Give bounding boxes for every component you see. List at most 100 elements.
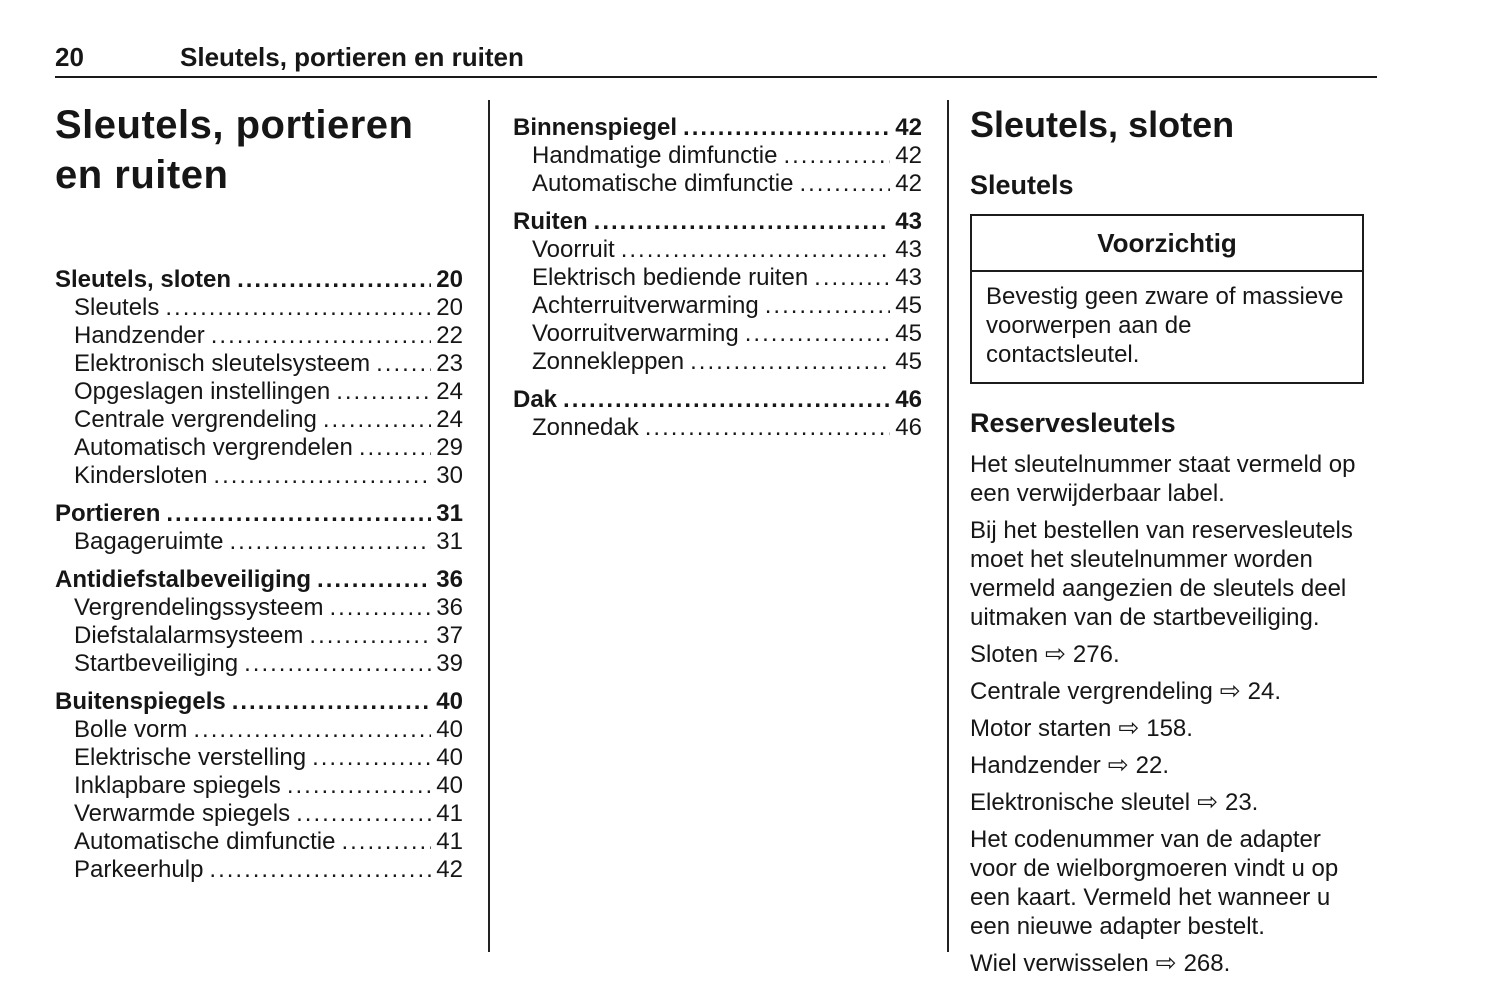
page-reference-page: 22 xyxy=(1135,752,1163,779)
toc-entry-page: 43 xyxy=(895,264,922,291)
toc-entry-page: 24 xyxy=(436,378,463,405)
toc-entry: Zonnekleppen 45 xyxy=(513,348,922,376)
toc-entry: Sleutels, sloten 20 xyxy=(55,266,463,294)
toc-dot-leader xyxy=(814,264,890,292)
toc-entry-page: 36 xyxy=(436,594,463,621)
toc-entry-page: 39 xyxy=(436,650,463,677)
toc-entry-label: Parkeerhulp xyxy=(74,856,204,883)
toc-dot-leader xyxy=(211,322,432,350)
toc-dot-leader xyxy=(745,320,891,348)
toc-entry-page: 45 xyxy=(895,320,922,347)
toc-entry: Startbeveiliging 39 xyxy=(55,650,463,678)
toc-entry: Bolle vorm 40 xyxy=(55,716,463,744)
toc-entry-label: Startbeveiliging xyxy=(74,650,239,677)
toc-entry: Sleutels 20 xyxy=(55,294,463,322)
toc-entry: Inklapbare spiegels 40 xyxy=(55,772,463,800)
toc-entry: Binnenspiegel 42 xyxy=(513,114,922,142)
page-reference-label: Centrale vergrendeling xyxy=(970,678,1213,705)
page-reference: Sloten ⇨ 276. xyxy=(970,640,1120,668)
toc-entry-page: 42 xyxy=(895,142,922,169)
toc-entry-page: 42 xyxy=(436,856,463,883)
toc-entry-label: Portieren xyxy=(55,500,161,527)
page-reference: Motor starten ⇨ 158. xyxy=(970,714,1193,742)
toc-column-middle: Binnenspiegel42Handmatige dimfunctie42Au… xyxy=(513,114,922,442)
toc-entry: Kindersloten 30 xyxy=(55,462,463,490)
page-reference-page: 158 xyxy=(1146,715,1187,742)
toc-entry-page: 29 xyxy=(436,434,463,461)
toc-dot-leader xyxy=(329,594,431,622)
toc-entry: Buitenspiegels 40 xyxy=(55,688,463,716)
page-reference-page: 24 xyxy=(1247,678,1275,705)
page-reference-label: Elektronische sleutel xyxy=(970,789,1191,816)
toc-entry: Diefstalalarmsysteem 37 xyxy=(55,622,463,650)
page-reference: Centrale vergrendeling ⇨ 24. xyxy=(970,677,1282,705)
toc-entry-page: 36 xyxy=(436,566,463,593)
toc-entry-label: Zonnedak xyxy=(532,414,639,441)
column-divider xyxy=(947,100,949,952)
toc-entry: Ruiten 43 xyxy=(513,208,922,236)
page-reference: Wiel verwisselen ⇨ 268. xyxy=(970,949,1231,977)
toc-entry: Antidiefstalbeveiliging 36 xyxy=(55,566,463,594)
section-heading: Sleutels, sloten xyxy=(970,104,1235,145)
toc-entry-page: 45 xyxy=(895,292,922,319)
page-ref-arrow-icon: ⇨ xyxy=(1148,949,1184,977)
toc-dot-leader xyxy=(237,266,431,294)
toc-entry-label: Elektrisch bediende ruiten xyxy=(532,264,809,291)
toc-entry-label: Automatisch vergrendelen xyxy=(74,434,353,461)
toc-entry-page: 40 xyxy=(436,744,463,771)
toc-entry-page: 42 xyxy=(895,170,922,197)
toc-entry-page: 41 xyxy=(436,828,463,855)
toc-entry-label: Antidiefstalbeveiliging xyxy=(55,566,312,593)
toc-entry-page: 46 xyxy=(895,414,922,441)
toc-entry-page: 45 xyxy=(895,348,922,375)
toc-entry-page: 37 xyxy=(436,622,463,649)
toc-entry-page: 31 xyxy=(436,500,463,527)
page-reference-label: Handzender xyxy=(970,752,1101,779)
toc-entry-page: 23 xyxy=(436,350,463,377)
page-ref-arrow-icon: ⇨ xyxy=(1100,751,1136,779)
toc-entry-page: 20 xyxy=(436,266,463,293)
page-reference-page: 268 xyxy=(1183,950,1224,977)
toc-entry: Opgeslagen instellingen 24 xyxy=(55,378,463,406)
toc-dot-leader xyxy=(244,650,431,678)
section-content: Sleutels, sloten Sleutels Voorzichtig Be… xyxy=(970,104,1364,986)
toc-dot-leader xyxy=(229,528,431,556)
toc-entry-label: Sleutels xyxy=(74,294,160,321)
section-subheading: Sleutels xyxy=(970,170,1074,200)
toc-entry: Automatisch vergrendelen 29 xyxy=(55,434,463,462)
toc-dot-leader xyxy=(765,292,891,320)
toc-entry: Bagageruimte 31 xyxy=(55,528,463,556)
toc-entry-label: Voorruitverwarming xyxy=(532,320,739,347)
toc-dot-leader xyxy=(213,462,431,490)
toc-entry-label: Handzender xyxy=(74,322,205,349)
toc-entry-label: Automatische dimfunctie xyxy=(532,170,794,197)
toc-entry: Handmatige dimfunctie 42 xyxy=(513,142,922,170)
toc-dot-leader xyxy=(296,800,431,828)
section-body: Het sleutelnummer staat vermeld op een v… xyxy=(970,450,1364,978)
toc-entry: Zonnedak 46 xyxy=(513,414,922,442)
paragraph: Het sleutelnummer staat vermeld op een v… xyxy=(970,451,1356,507)
toc-entry-label: Achterruitverwarming xyxy=(532,292,759,319)
toc-entry-label: Centrale vergrendeling xyxy=(74,406,317,433)
toc-entry: Elektronisch sleutelsysteem 23 xyxy=(55,350,463,378)
toc-dot-leader xyxy=(359,434,431,462)
toc-dot-leader xyxy=(799,170,890,198)
toc-dot-leader xyxy=(783,142,890,170)
toc-dot-leader xyxy=(683,114,890,142)
page-reference-label: Sloten xyxy=(970,641,1039,668)
running-header-chapter-title: Sleutels, portieren en ruiten xyxy=(180,42,524,72)
toc-dot-leader xyxy=(336,378,431,406)
toc-dot-leader xyxy=(287,772,431,800)
toc-entry: Achterruitverwarming 45 xyxy=(513,292,922,320)
toc-entry: Automatische dimfunctie 42 xyxy=(513,170,922,198)
toc-entry: Automatische dimfunctie 41 xyxy=(55,828,463,856)
toc-entry-label: Ruiten xyxy=(513,208,588,235)
page-ref-arrow-icon: ⇨ xyxy=(1190,788,1225,816)
toc-column-left: Sleutels, sloten 20 Sleutels 20 Handzender 22… xyxy=(55,266,463,884)
page-ref-arrow-icon: ⇨ xyxy=(1212,677,1248,705)
toc-entry-label: Kindersloten xyxy=(74,462,208,489)
page-reference: Elektronische sleutel ⇨ 23. xyxy=(970,788,1259,816)
toc-dot-leader xyxy=(563,386,890,414)
page-title: Sleutels, portieren en ruiten xyxy=(55,100,413,200)
toc-entry-label: Zonnekleppen xyxy=(532,348,685,375)
